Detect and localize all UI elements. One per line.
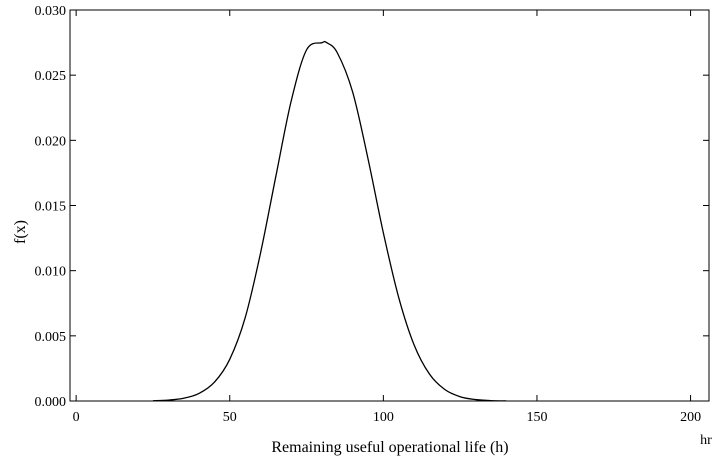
- y-tick-label: 0.020: [35, 134, 67, 149]
- x-tick-label: 50: [223, 410, 237, 425]
- y-tick-label: 0.030: [35, 4, 67, 19]
- y-tick-label: 0.000: [35, 395, 67, 410]
- y-tick-label: 0.025: [35, 69, 67, 84]
- y-axis-label: f(x): [12, 220, 29, 244]
- x-unit-label: hr: [700, 433, 712, 448]
- plot-frame: [69, 9, 710, 402]
- x-tick-label: 100: [373, 410, 394, 425]
- x-tick-label: 200: [680, 410, 701, 425]
- y-tick-label: 0.005: [35, 330, 67, 345]
- y-tick-label: 0.010: [35, 265, 67, 280]
- pdf-curve-line: [152, 40, 507, 402]
- x-tick-label: 150: [526, 410, 547, 425]
- x-axis-label: Remaining useful operational life (h): [271, 439, 508, 456]
- axis-ticks: [70, 9, 709, 402]
- tick-labels: 0 50 100 150 200 0.000 0.005 0.010 0.015 0.020 0.0…: [35, 4, 702, 425]
- y-tick-label: 0.015: [35, 200, 67, 215]
- x-tick-label: 0: [73, 410, 80, 425]
